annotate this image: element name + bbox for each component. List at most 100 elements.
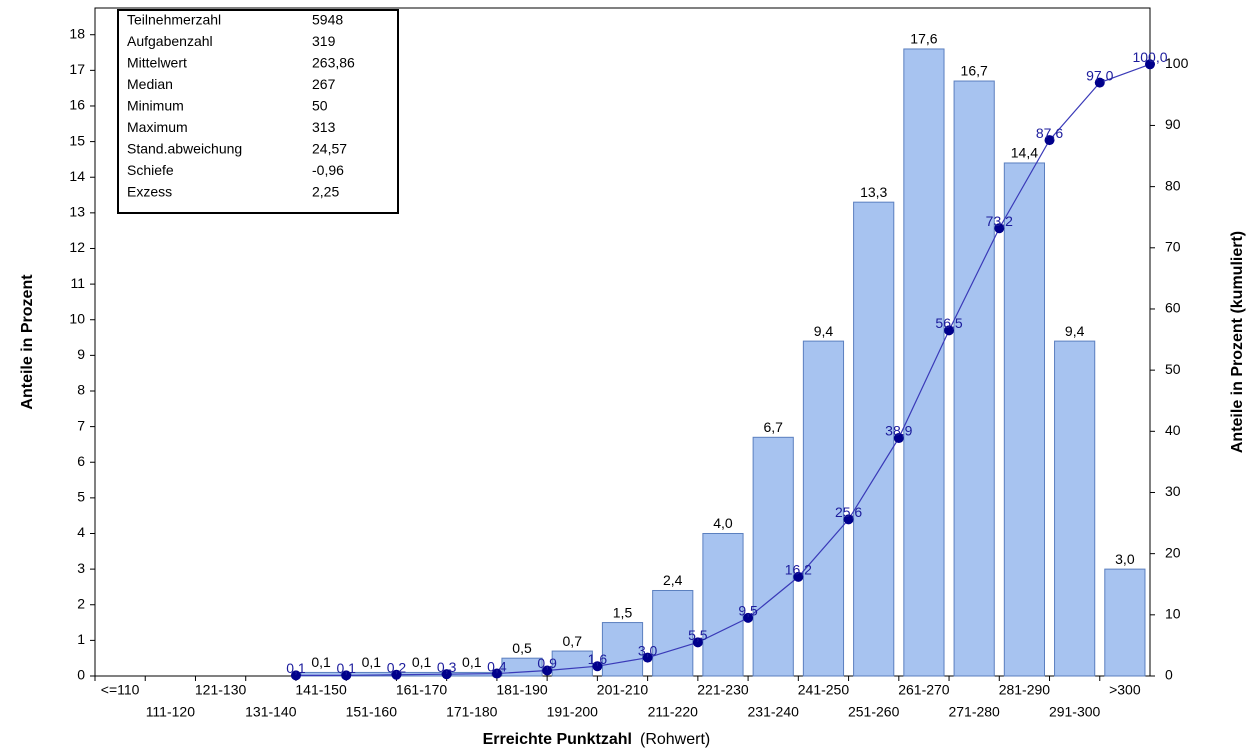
cumulative-value-label: 56,5: [935, 315, 962, 331]
y-axis-title: Anteile in Prozent: [19, 274, 36, 410]
bar: [1003, 162, 1045, 677]
bar-value-label: 9,4: [814, 323, 834, 339]
bar-value-label: 4,0: [713, 515, 733, 531]
stats-value: 2,25: [312, 184, 339, 200]
bar: [1054, 340, 1096, 677]
cumulative-marker: [994, 223, 1005, 234]
cumulative-value-label: 5,5: [688, 627, 708, 643]
y2-tick-label: 20: [1165, 544, 1181, 560]
x-tick-label: <=110: [101, 682, 140, 698]
x-tick-label: 201-210: [597, 682, 649, 698]
stats-label: Schiefe: [127, 162, 174, 178]
cumulative-value-label: 9,5: [738, 603, 758, 619]
cumulative-value-label: 0,4: [487, 658, 507, 674]
bar-value-label: 0,1: [311, 654, 331, 670]
stats-value: 24,57: [312, 141, 347, 157]
cumulative-marker: [793, 571, 804, 582]
y-tick-label: 18: [69, 25, 85, 41]
bar-value-label: 9,4: [1065, 323, 1085, 339]
cumulative-marker: [341, 670, 352, 681]
cumulative-value-label: 3,0: [638, 642, 658, 658]
cumulative-value-label: 38,9: [885, 423, 912, 439]
stats-value: 313: [312, 119, 336, 135]
bar: [1104, 568, 1146, 677]
x-tick-label: 181-190: [496, 682, 548, 698]
x-tick-label: 161-170: [396, 682, 448, 698]
y-tick-label: 5: [77, 489, 85, 505]
bar-value-label: 0,1: [412, 654, 432, 670]
y-tick-label: 15: [69, 132, 85, 148]
y2-tick-label: 80: [1165, 177, 1181, 193]
y-tick-label: 4: [77, 524, 85, 540]
x-tick-label: 131-140: [245, 704, 297, 720]
stats-label: Mittelwert: [127, 55, 187, 71]
stats-value: 5948: [312, 12, 343, 28]
bar: [601, 622, 644, 677]
bar-value-label: 1,5: [613, 604, 633, 620]
y-tick-label: 6: [77, 453, 85, 469]
bar-value-label: 3,0: [1115, 551, 1135, 567]
bar-value-label: 0,5: [512, 640, 532, 656]
bar-value-label: 0,1: [362, 654, 382, 670]
y-tick-label: 12: [69, 239, 85, 255]
y2-axis-title: Anteile in Prozent (kumuliert): [1229, 231, 1246, 453]
cumulative-value-label: 97,0: [1086, 67, 1113, 83]
cumulative-value-label: 73,2: [986, 213, 1013, 229]
cumulative-marker: [1145, 59, 1155, 70]
cumulative-marker: [1044, 135, 1055, 146]
cumulative-marker: [441, 669, 452, 680]
x-tick-label: 271-280: [948, 704, 1000, 720]
bar-value-label: 13,3: [860, 184, 887, 200]
x-tick-label: 151-160: [346, 704, 398, 720]
bar: [752, 436, 794, 677]
bar-value-label: 14,4: [1011, 145, 1038, 161]
y2-tick-label: 0: [1165, 667, 1173, 683]
x-tick-label: 191-200: [547, 704, 599, 720]
stats-label: Stand.abweichung: [127, 141, 242, 157]
x-tick-label: 281-290: [999, 682, 1051, 698]
y2-tick-label: 70: [1165, 238, 1181, 254]
bar-value-label: 16,7: [961, 63, 988, 79]
y-tick-label: 17: [69, 61, 85, 77]
bar: [652, 589, 694, 677]
cumulative-value-label: 0,2: [387, 659, 407, 675]
cumulative-value-label: 0,1: [286, 660, 306, 676]
stats-box: [117, 9, 399, 214]
x-tick-label: 251-260: [848, 704, 900, 720]
x-axis-title: Erreichte Punktzahl: [483, 731, 632, 748]
cumulative-line: [295, 63, 1151, 676]
x-tick-label: 261-270: [898, 682, 950, 698]
y-tick-label: 11: [70, 275, 85, 291]
x-tick-label: >300: [1109, 682, 1141, 698]
x-tick-label: 291-300: [1049, 704, 1101, 720]
y-tick-label: 14: [69, 168, 85, 184]
y-tick-label: 13: [69, 204, 85, 220]
cumulative-marker: [743, 612, 754, 623]
y-tick-label: 0: [77, 667, 85, 683]
cumulative-marker: [491, 668, 502, 679]
y2-tick-label: 60: [1165, 300, 1181, 316]
cumulative-value-label: 0,3: [437, 659, 457, 675]
x-tick-label: 231-240: [748, 704, 800, 720]
y2-tick-label: 50: [1165, 361, 1181, 377]
cumulative-marker: [290, 670, 301, 681]
stats-label: Exzess: [127, 184, 172, 200]
y-tick-label: 10: [69, 310, 85, 326]
stats-label: Median: [127, 76, 173, 92]
stats-value: 50: [312, 98, 328, 114]
stats-value: 263,86: [312, 55, 355, 71]
y-tick-label: 2: [77, 595, 85, 611]
y2-tick-label: 10: [1165, 606, 1181, 622]
cumulative-value-label: 87,6: [1036, 125, 1063, 141]
cumulative-marker: [893, 433, 904, 444]
stats-label: Maximum: [127, 119, 188, 135]
bar-value-label: 2,4: [663, 572, 683, 588]
x-tick-label: 211-220: [648, 704, 699, 720]
y-tick-label: 7: [77, 417, 85, 433]
cumulative-value-label: 0,9: [537, 655, 557, 671]
cumulative-value-label: 0,1: [336, 660, 356, 676]
cumulative-value-label: 100,0: [1132, 49, 1167, 65]
y-tick-label: 8: [77, 382, 85, 398]
x-axis-note: (Rohwert): [640, 731, 710, 748]
stats-value: 319: [312, 33, 336, 49]
